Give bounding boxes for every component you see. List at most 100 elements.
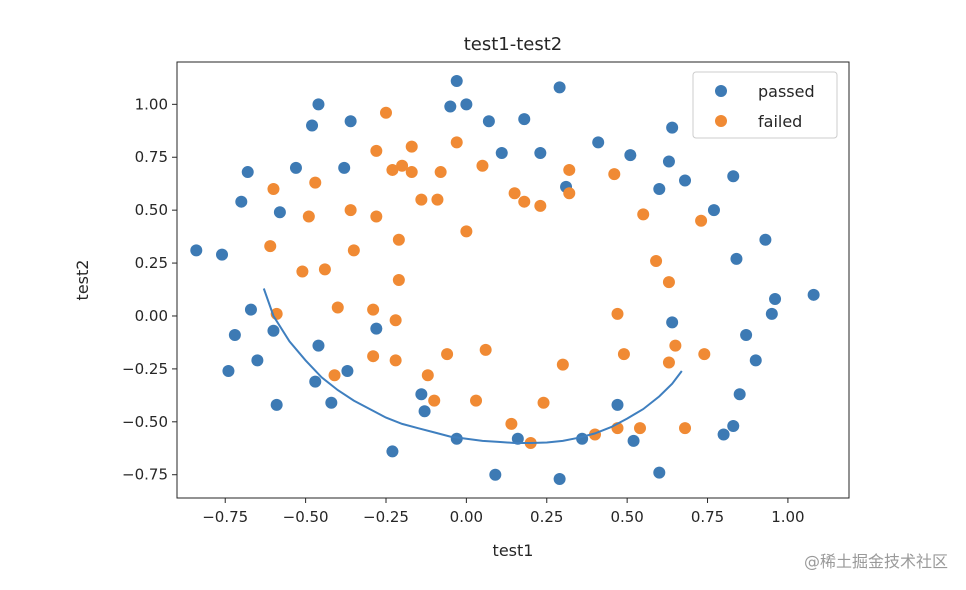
point-failed-0 xyxy=(379,106,392,119)
point-passed-41 xyxy=(222,365,235,378)
point-passed-7 xyxy=(306,119,319,132)
point-failed-51 xyxy=(537,396,550,409)
point-failed-48 xyxy=(328,369,341,382)
point-passed-16 xyxy=(338,161,351,174)
point-failed-11 xyxy=(309,176,322,189)
point-passed-45 xyxy=(733,388,746,401)
point-passed-33 xyxy=(267,324,280,337)
point-failed-52 xyxy=(505,417,518,430)
y-tick-label: 1.00 xyxy=(135,95,168,113)
point-failed-47 xyxy=(421,369,434,382)
point-failed-22 xyxy=(637,208,650,221)
x-axis-ticks: −0.75 −0.50 −0.25 0.00 0.25 0.50 0.75 1.00 xyxy=(202,498,805,526)
point-failed-39 xyxy=(441,348,454,361)
point-passed-4 xyxy=(312,98,325,111)
point-failed-29 xyxy=(318,263,331,276)
chart-title: test1-test2 xyxy=(464,34,563,55)
x-tick-label: 0.25 xyxy=(530,508,563,526)
point-failed-21 xyxy=(302,210,315,223)
point-failed-15 xyxy=(518,195,531,208)
point-failed-25 xyxy=(392,233,405,246)
point-failed-43 xyxy=(389,354,402,367)
point-failed-23 xyxy=(695,214,708,227)
point-passed-0 xyxy=(450,75,463,88)
point-failed-4 xyxy=(396,159,409,172)
point-passed-43 xyxy=(309,375,322,388)
point-failed-8 xyxy=(386,163,399,176)
point-passed-32 xyxy=(765,307,778,320)
legend-label-failed: failed xyxy=(758,112,802,131)
point-passed-55 xyxy=(627,434,640,447)
point-failed-24 xyxy=(460,225,473,238)
point-failed-1 xyxy=(450,136,463,149)
point-passed-51 xyxy=(717,428,730,441)
point-passed-31 xyxy=(244,303,257,316)
point-passed-46 xyxy=(325,396,338,409)
legend-marker-passed xyxy=(715,85,727,97)
legend-box xyxy=(692,71,838,139)
point-failed-27 xyxy=(264,240,277,253)
y-tick-label: 0.25 xyxy=(135,254,168,272)
point-passed-49 xyxy=(418,405,431,418)
point-passed-35 xyxy=(666,316,679,329)
y-tick-label: −0.75 xyxy=(122,466,168,484)
point-failed-40 xyxy=(617,348,630,361)
point-passed-27 xyxy=(216,248,229,261)
point-failed-12 xyxy=(267,182,280,195)
point-passed-20 xyxy=(653,182,666,195)
point-failed-37 xyxy=(389,314,402,327)
x-tick-label: 0.75 xyxy=(691,508,724,526)
point-passed-37 xyxy=(740,329,753,342)
point-failed-14 xyxy=(563,187,576,200)
point-passed-24 xyxy=(707,204,720,217)
point-passed-59 xyxy=(553,472,566,485)
point-failed-3 xyxy=(405,140,418,153)
point-failed-44 xyxy=(669,339,682,352)
plot-frame xyxy=(176,61,850,499)
point-passed-15 xyxy=(289,161,302,174)
point-passed-38 xyxy=(312,339,325,352)
point-passed-34 xyxy=(370,322,383,335)
point-passed-10 xyxy=(592,136,605,149)
y-tick-label: −0.25 xyxy=(122,360,168,378)
point-passed-5 xyxy=(482,115,495,128)
point-passed-12 xyxy=(534,147,547,160)
point-passed-58 xyxy=(653,466,666,479)
point-passed-6 xyxy=(518,113,531,126)
point-passed-2 xyxy=(444,100,457,113)
point-failed-42 xyxy=(367,350,380,363)
x-tick-label: −0.75 xyxy=(202,508,248,526)
point-passed-19 xyxy=(679,174,692,187)
point-passed-53 xyxy=(511,432,524,445)
point-passed-1 xyxy=(553,81,566,94)
point-passed-17 xyxy=(241,166,254,179)
y-tick-label: 0.50 xyxy=(135,201,168,219)
point-failed-17 xyxy=(415,193,428,206)
x-tick-label: 0.00 xyxy=(450,508,483,526)
y-tick-label: 0.00 xyxy=(135,307,168,325)
point-failed-6 xyxy=(405,166,418,179)
point-passed-52 xyxy=(450,432,463,445)
point-failed-31 xyxy=(392,274,405,286)
point-failed-50 xyxy=(470,394,483,407)
point-failed-2 xyxy=(370,144,383,157)
legend-marker-failed xyxy=(715,115,727,127)
point-passed-23 xyxy=(273,206,286,219)
y-axis-ticks: −0.75 −0.50 −0.25 0.00 0.25 0.50 0.75 1.00 xyxy=(122,95,177,484)
point-failed-18 xyxy=(431,193,444,206)
y-tick-label: 0.75 xyxy=(135,148,168,166)
point-passed-50 xyxy=(727,420,740,433)
watermark: @稀土掘金技术社区 xyxy=(803,552,948,571)
point-failed-30 xyxy=(296,265,309,278)
x-tick-label: −0.50 xyxy=(283,508,329,526)
point-failed-38 xyxy=(479,343,492,356)
point-failed-33 xyxy=(331,301,344,314)
point-failed-49 xyxy=(428,394,441,407)
point-passed-36 xyxy=(228,329,241,342)
point-failed-41 xyxy=(698,348,711,361)
x-axis-title: test1 xyxy=(493,541,534,560)
decision-boundary-line xyxy=(262,288,683,444)
point-passed-26 xyxy=(190,244,203,257)
point-passed-28 xyxy=(730,252,743,265)
